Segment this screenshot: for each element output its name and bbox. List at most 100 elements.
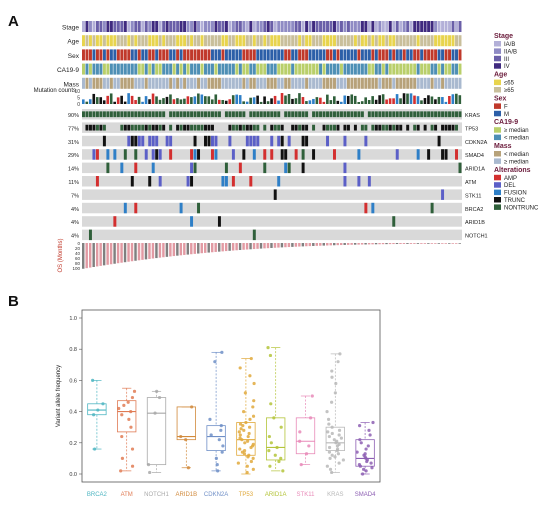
data-point bbox=[238, 447, 242, 451]
clinical-cell bbox=[165, 63, 169, 75]
alteration-cell bbox=[444, 111, 448, 118]
clinical-cell bbox=[186, 63, 190, 75]
clinical-cell bbox=[294, 35, 298, 47]
clinical-cell bbox=[193, 21, 197, 32]
data-point bbox=[248, 374, 252, 378]
legend-group-title: CA19-9 bbox=[494, 119, 518, 126]
mutation-count-bar bbox=[430, 96, 434, 104]
mutation-count-bar bbox=[158, 99, 162, 104]
legend-entry: < median bbox=[504, 152, 529, 158]
clinical-cell bbox=[263, 49, 267, 61]
clinical-cell bbox=[214, 21, 218, 32]
alteration-cell bbox=[451, 124, 455, 131]
os-bar bbox=[123, 243, 127, 263]
data-point bbox=[247, 425, 252, 429]
data-point bbox=[242, 449, 247, 453]
clinical-cell bbox=[371, 77, 375, 89]
clinical-cell bbox=[134, 21, 138, 32]
clinical-cell bbox=[301, 21, 305, 32]
alteration-cell bbox=[360, 124, 364, 131]
clinical-cell bbox=[235, 77, 239, 89]
alteration-cell bbox=[113, 111, 117, 118]
os-bar bbox=[217, 243, 221, 252]
data-point bbox=[368, 433, 372, 437]
alteration-cell bbox=[305, 111, 309, 118]
clinical-cell bbox=[294, 49, 298, 61]
clinical-cell bbox=[284, 77, 288, 89]
mutation-count-bar bbox=[413, 95, 416, 104]
data-point bbox=[358, 424, 362, 428]
data-point bbox=[120, 456, 125, 460]
alteration-cell bbox=[102, 111, 106, 118]
clinical-cell bbox=[221, 77, 225, 89]
clinical-cell bbox=[249, 63, 253, 75]
data-point bbox=[155, 389, 159, 393]
alteration-cell bbox=[343, 162, 347, 174]
clinical-cell bbox=[371, 21, 375, 32]
clinical-cell bbox=[326, 21, 329, 32]
alteration-cell bbox=[228, 111, 232, 118]
data-point bbox=[360, 472, 365, 476]
clinical-cell bbox=[312, 63, 316, 75]
clinical-cell bbox=[315, 21, 319, 32]
alteration-cell bbox=[319, 111, 323, 118]
clinical-cell bbox=[162, 35, 166, 47]
os-bar bbox=[333, 243, 336, 246]
os-bar bbox=[420, 243, 423, 244]
os-bar bbox=[402, 243, 406, 244]
clinical-cell bbox=[144, 63, 148, 75]
legend-entry: AMP bbox=[504, 176, 517, 182]
mutation-count-bar bbox=[273, 95, 277, 104]
legend-group-title: Mass bbox=[494, 143, 512, 150]
clinical-cell bbox=[406, 35, 410, 47]
alteration-cell bbox=[455, 111, 458, 118]
mutation-count-bar bbox=[183, 98, 186, 104]
mutation-count-bar bbox=[176, 98, 179, 104]
alteration-cell bbox=[155, 111, 159, 118]
data-point bbox=[120, 413, 124, 417]
data-point bbox=[330, 369, 334, 373]
clinical-cell bbox=[183, 35, 187, 47]
alteration-cell bbox=[374, 124, 378, 131]
clinical-cell bbox=[165, 35, 169, 47]
alteration-cell bbox=[406, 111, 410, 118]
clinical-cell bbox=[336, 21, 340, 32]
alteration-cell bbox=[430, 202, 434, 214]
clinical-cell bbox=[134, 63, 138, 75]
mutation-count-bar bbox=[395, 94, 399, 104]
mutation-count-bar bbox=[385, 99, 388, 104]
alteration-cell bbox=[242, 149, 246, 160]
alteration-cell bbox=[284, 149, 288, 160]
legend-entry: IV bbox=[504, 64, 510, 70]
data-point bbox=[273, 453, 277, 457]
os-bar bbox=[158, 243, 162, 258]
alteration-cell bbox=[298, 111, 302, 118]
os-bar bbox=[437, 243, 441, 244]
clinical-cell bbox=[402, 49, 406, 61]
clinical-cell bbox=[287, 49, 291, 61]
clinical-cell bbox=[169, 35, 173, 47]
alteration-cell bbox=[381, 111, 385, 118]
clinical-cell bbox=[367, 49, 371, 61]
data-point bbox=[92, 413, 96, 417]
mutation-count-bar bbox=[155, 96, 158, 104]
legend-swatch bbox=[494, 41, 501, 47]
alteration-cell bbox=[343, 124, 347, 131]
clinical-cell bbox=[82, 35, 85, 47]
alteration-cell bbox=[210, 124, 214, 131]
clinical-cell bbox=[406, 63, 410, 75]
clinical-cell bbox=[329, 77, 333, 89]
clinical-cell bbox=[367, 63, 371, 75]
alteration-cell bbox=[273, 189, 277, 200]
clinical-cell bbox=[385, 49, 389, 61]
clinical-cell bbox=[217, 35, 221, 47]
os-bar bbox=[200, 243, 203, 254]
clinical-cell bbox=[141, 35, 145, 47]
alteration-cell bbox=[130, 124, 134, 131]
plot-frame bbox=[81, 309, 381, 483]
mutation-count-bar bbox=[259, 101, 263, 104]
clinical-cell bbox=[291, 77, 295, 89]
data-point bbox=[127, 417, 131, 421]
mutation-count-bar bbox=[416, 96, 420, 104]
